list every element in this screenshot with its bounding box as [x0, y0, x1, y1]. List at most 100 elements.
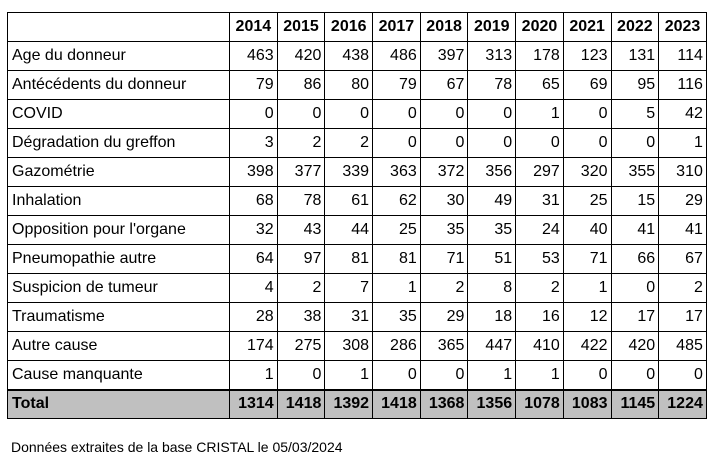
- value-cell: 81: [324, 244, 374, 274]
- value-cell: 65: [515, 70, 564, 100]
- value-cell: 25: [562, 186, 612, 216]
- year-header: 2016: [324, 12, 374, 42]
- value-cell: 38: [276, 302, 326, 332]
- total-label: Total: [7, 388, 230, 419]
- value-cell: 8: [467, 273, 517, 303]
- value-cell: 310: [658, 157, 707, 187]
- value-cell: 0: [276, 99, 326, 129]
- value-cell: 2: [658, 273, 707, 303]
- value-cell: 355: [610, 157, 660, 187]
- value-cell: 44: [324, 215, 374, 245]
- value-cell: 67: [658, 244, 707, 274]
- value-cell: 420: [276, 41, 326, 71]
- value-cell: 1: [229, 360, 278, 390]
- row-label: Suspicion de tumeur: [7, 273, 230, 303]
- value-cell: 320: [562, 157, 612, 187]
- value-cell: 3: [229, 128, 278, 158]
- value-cell: 2: [515, 273, 564, 303]
- value-cell: 0: [419, 99, 469, 129]
- value-cell: 2: [419, 273, 469, 303]
- value-cell: 131: [610, 41, 660, 71]
- table-row: Inhalation 68 78 61 62 30 49 31 25 15 29: [7, 186, 707, 216]
- value-cell: 79: [372, 70, 421, 100]
- table-row: Suspicion de tumeur 4 2 7 1 2 8 2 1 0 2: [7, 273, 707, 303]
- row-label: Opposition pour l'organe: [7, 215, 230, 245]
- value-cell: 410: [515, 331, 564, 361]
- value-cell: 64: [229, 244, 278, 274]
- value-cell: 53: [515, 244, 564, 274]
- table-row: Dégradation du greffon 3 2 2 0 0 0 0 0 0 1: [7, 128, 707, 158]
- value-cell: 16: [515, 302, 564, 332]
- value-cell: 51: [467, 244, 517, 274]
- row-label: Cause manquante: [7, 360, 230, 390]
- value-cell: 174: [229, 331, 278, 361]
- value-cell: 0: [610, 128, 660, 158]
- value-cell: 363: [372, 157, 421, 187]
- value-cell: 365: [419, 331, 469, 361]
- value-cell: 35: [372, 302, 421, 332]
- value-cell: 95: [610, 70, 660, 100]
- total-cell: 1356: [467, 388, 517, 419]
- value-cell: 15: [610, 186, 660, 216]
- value-cell: 49: [467, 186, 517, 216]
- value-cell: 178: [515, 41, 564, 71]
- value-cell: 66: [610, 244, 660, 274]
- header-row: 2014 2015 2016 2017 2018 2019 2020 2021 …: [7, 12, 707, 42]
- value-cell: 116: [658, 70, 707, 100]
- value-cell: 12: [562, 302, 612, 332]
- total-cell: 1314: [229, 388, 278, 419]
- value-cell: 35: [467, 215, 517, 245]
- value-cell: 0: [562, 128, 612, 158]
- value-cell: 61: [324, 186, 374, 216]
- value-cell: 68: [229, 186, 278, 216]
- value-cell: 62: [372, 186, 421, 216]
- value-cell: 79: [229, 70, 278, 100]
- total-cell: 1078: [515, 388, 564, 419]
- table-body: Age du donneur 463 420 438 486 397 313 178 123 13…: [7, 41, 707, 419]
- year-header: 2015: [276, 12, 326, 42]
- value-cell: 1: [515, 99, 564, 129]
- value-cell: 97: [276, 244, 326, 274]
- value-cell: 0: [467, 99, 517, 129]
- row-label: Autre cause: [7, 331, 230, 361]
- table-row: Cause manquante 1 0 1 0 0 1 1 0 0 0: [7, 360, 707, 390]
- value-cell: 17: [610, 302, 660, 332]
- value-cell: 2: [324, 128, 374, 158]
- value-cell: 29: [419, 302, 469, 332]
- value-cell: 80: [324, 70, 374, 100]
- row-label: Age du donneur: [7, 41, 230, 71]
- year-header: 2023: [658, 12, 707, 42]
- value-cell: 78: [467, 70, 517, 100]
- value-cell: 463: [229, 41, 278, 71]
- row-label: Gazométrie: [7, 157, 230, 187]
- total-cell: 1145: [610, 388, 660, 419]
- value-cell: 0: [467, 128, 517, 158]
- data-table: 2014 2015 2016 2017 2018 2019 2020 2021 …: [7, 12, 707, 419]
- table-row: Age du donneur 463 420 438 486 397 313 178 123 13…: [7, 41, 707, 71]
- value-cell: 1: [658, 128, 707, 158]
- value-cell: 18: [467, 302, 517, 332]
- value-cell: 0: [276, 360, 326, 390]
- value-cell: 397: [419, 41, 469, 71]
- value-cell: 43: [276, 215, 326, 245]
- value-cell: 286: [372, 331, 421, 361]
- value-cell: 1: [562, 273, 612, 303]
- table-row: Traumatisme 28 38 31 35 29 18 16 12 17 17: [7, 302, 707, 332]
- value-cell: 25: [372, 215, 421, 245]
- value-cell: 42: [658, 99, 707, 129]
- value-cell: 67: [419, 70, 469, 100]
- total-row: Total 1314 1418 1392 1418 1368 1356 1078 1083 114…: [7, 388, 707, 419]
- value-cell: 2: [276, 128, 326, 158]
- value-cell: 32: [229, 215, 278, 245]
- value-cell: 0: [562, 360, 612, 390]
- value-cell: 438: [324, 41, 374, 71]
- value-cell: 447: [467, 331, 517, 361]
- value-cell: 398: [229, 157, 278, 187]
- total-cell: 1418: [372, 388, 421, 419]
- value-cell: 339: [324, 157, 374, 187]
- year-header: 2019: [467, 12, 517, 42]
- total-cell: 1083: [562, 388, 612, 419]
- value-cell: 0: [229, 99, 278, 129]
- year-header: 2021: [562, 12, 612, 42]
- value-cell: 313: [467, 41, 517, 71]
